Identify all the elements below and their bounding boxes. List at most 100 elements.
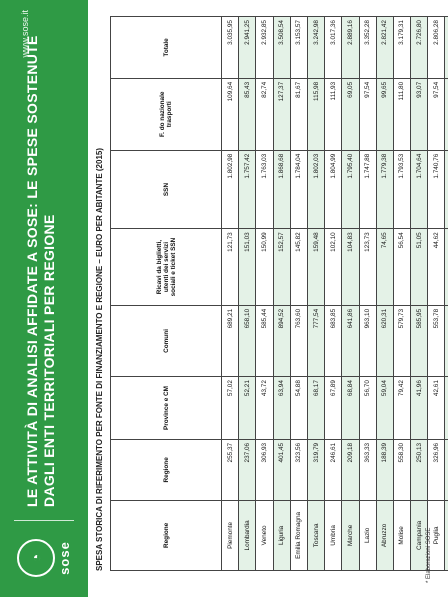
- table-row: Marche 209,18 68,84 641,86 104,83 1.795,40 69,…: [341, 16, 359, 571]
- table-row: Lombardia 237,06 52,21 658,10 151,03 1.757,42…: [238, 16, 256, 571]
- header-band: ◔ sose LE ATTIVITÀ DI ANALISI AFFIDATE A…: [0, 0, 88, 597]
- region-cell: Toscana: [307, 500, 325, 571]
- value-cell: 54,88: [290, 376, 308, 440]
- value-cell: 2.806,28: [427, 16, 445, 79]
- value-cell: 326,96: [427, 439, 445, 501]
- value-cell: 209,18: [341, 439, 359, 501]
- value-cell: 69,05: [341, 78, 359, 151]
- value-cell: 42,61: [427, 376, 445, 440]
- value-cell: 1.757,42: [238, 150, 256, 229]
- value-cell: 51,05: [410, 228, 428, 306]
- value-cell: 121,73: [221, 228, 239, 306]
- value-cell: 323,56: [290, 439, 308, 501]
- value-cell: 104,83: [341, 228, 359, 306]
- value-cell: 894,52: [273, 305, 291, 377]
- value-cell: 109,64: [221, 78, 239, 151]
- region-cell: Lazio: [359, 500, 377, 571]
- column-header: Comuni: [110, 305, 222, 377]
- value-cell: 1.802,98: [221, 150, 239, 229]
- value-cell: 319,79: [307, 439, 325, 501]
- value-cell: 97,54: [427, 78, 445, 151]
- logo-mark-icon: ◔: [16, 539, 55, 577]
- value-cell: 68,84: [341, 376, 359, 440]
- column-header: F. do nazionale trasporti: [110, 78, 222, 151]
- value-cell: 1.747,88: [359, 150, 377, 229]
- value-cell: 68,17: [307, 376, 325, 440]
- value-cell: 1.704,64: [410, 150, 428, 229]
- value-cell: 683,85: [324, 305, 342, 377]
- value-cell: 152,57: [273, 228, 291, 306]
- value-cell: 2.726,80: [410, 16, 428, 79]
- value-cell: 81,67: [290, 78, 308, 151]
- column-header: Ricavi da biglietti, utenti dei servizi …: [110, 228, 222, 306]
- region-cell: Emilia Romagna: [290, 500, 308, 571]
- header-divider: [14, 520, 74, 521]
- column-header: Totale: [110, 16, 222, 79]
- value-cell: 620,31: [376, 305, 394, 377]
- value-cell: 1.793,53: [393, 150, 411, 229]
- value-cell: 250,13: [410, 439, 428, 501]
- table-row: Liguria 401,45 63,94 894,52 152,57 1.868,68 12…: [273, 16, 291, 571]
- value-cell: 2.932,85: [255, 16, 274, 79]
- logo-text: sose: [56, 541, 72, 575]
- column-header: Province e CM: [110, 376, 222, 440]
- table-row: Molise 558,30 79,42 579,73 56,54 1.793,53 111,…: [393, 16, 411, 571]
- value-cell: 553,78: [427, 305, 445, 377]
- value-cell: 579,73: [393, 305, 411, 377]
- region-cell: Lombardia: [238, 500, 256, 571]
- value-cell: 52,21: [238, 376, 256, 440]
- table-row: Puglia 326,96 42,61 553,78 44,62 1.740,76 97,5…: [427, 16, 445, 571]
- table-body: Piemonte 255,37 57,02 689,21 121,73 1.802,98 1…: [221, 16, 448, 571]
- value-cell: 74,65: [376, 228, 394, 306]
- value-cell: 3.017,36: [324, 16, 342, 79]
- value-cell: 1.740,76: [427, 150, 445, 229]
- value-cell: 558,30: [393, 439, 411, 501]
- value-cell: 59,04: [376, 376, 394, 440]
- region-cell: Molise: [393, 500, 411, 571]
- value-cell: 1.802,03: [307, 150, 325, 229]
- value-cell: 689,21: [221, 305, 239, 377]
- value-cell: 41,96: [410, 376, 428, 440]
- region-cell: Marche: [341, 500, 359, 571]
- spending-table: Regione Regione Province e CM Comuni Ricavi …: [110, 16, 448, 571]
- value-cell: 3.035,95: [221, 16, 239, 79]
- value-cell: 111,93: [324, 78, 342, 151]
- value-cell: 237,06: [238, 439, 256, 501]
- value-cell: 2.821,42: [376, 16, 394, 79]
- value-cell: 82,74: [255, 78, 274, 151]
- value-cell: 2.889,16: [341, 16, 359, 79]
- value-cell: 56,54: [393, 228, 411, 306]
- value-cell: 963,10: [359, 305, 377, 377]
- title-line-2: DAGLI ENTI TERRITORIALI PER REGIONE: [41, 214, 57, 507]
- value-cell: 115,98: [307, 78, 325, 151]
- value-cell: 57,02: [221, 376, 239, 440]
- value-cell: 102,10: [324, 228, 342, 306]
- table-row: Campania 250,13 41,96 585,95 51,05 1.704,64 93…: [410, 16, 428, 571]
- region-cell: Umbria: [324, 500, 342, 571]
- region-cell: Liguria: [273, 500, 291, 571]
- value-cell: 2.941,25: [238, 16, 256, 79]
- value-cell: 43,72: [255, 376, 274, 440]
- value-cell: 150,99: [255, 228, 274, 306]
- value-cell: 3.352,28: [359, 16, 377, 79]
- value-cell: 641,86: [341, 305, 359, 377]
- value-cell: 127,37: [273, 78, 291, 151]
- website-link[interactable]: www.sose.it: [20, 10, 30, 58]
- footnote: * Elaborazioni SOSE: [426, 527, 432, 583]
- value-cell: 1.868,68: [273, 150, 291, 229]
- column-header: SSN: [110, 150, 222, 229]
- title-line-1: LE ATTIVITÀ DI ANALISI AFFIDATE A SOSE: …: [24, 35, 40, 507]
- value-cell: 67,89: [324, 376, 342, 440]
- value-cell: 99,65: [376, 78, 394, 151]
- table-heading: SPESA STORICA DI RIFERIMENTO PER FONTE D…: [95, 147, 104, 571]
- value-cell: 363,33: [359, 439, 377, 501]
- sose-logo: ◔ sose: [10, 529, 78, 587]
- table-header-row: Regione Regione Province e CM Comuni Ricavi …: [110, 16, 222, 571]
- page-title: LE ATTIVITÀ DI ANALISI AFFIDATE A SOSE: …: [24, 35, 58, 507]
- column-header: Regione: [110, 500, 222, 571]
- value-cell: 3.242,98: [307, 16, 325, 79]
- region-cell: Piemonte: [221, 500, 239, 571]
- value-cell: 763,60: [290, 305, 308, 377]
- column-header: Regione: [110, 439, 222, 501]
